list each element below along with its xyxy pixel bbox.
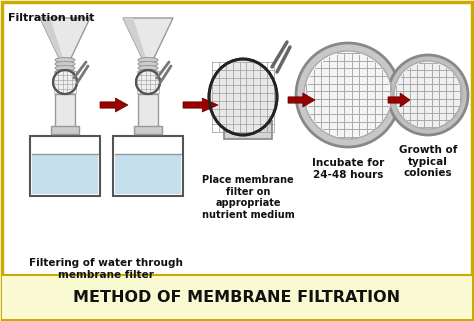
- Bar: [30, 136, 100, 196]
- Polygon shape: [123, 18, 173, 58]
- Polygon shape: [100, 98, 128, 112]
- Ellipse shape: [55, 65, 75, 71]
- Bar: [113, 136, 183, 196]
- Bar: [115, 154, 181, 194]
- Bar: [141, 58, 155, 80]
- Circle shape: [388, 55, 468, 135]
- Polygon shape: [40, 18, 63, 58]
- Bar: [224, 121, 272, 139]
- Polygon shape: [40, 18, 90, 58]
- Text: Incubate for
24-48 hours: Incubate for 24-48 hours: [312, 158, 384, 180]
- Polygon shape: [123, 18, 146, 58]
- Text: Place membrane
filter on
appropriate
nutrient medium: Place membrane filter on appropriate nut…: [201, 175, 294, 220]
- Circle shape: [296, 43, 400, 147]
- Circle shape: [136, 70, 160, 94]
- Text: Filtration unit: Filtration unit: [8, 13, 94, 23]
- Circle shape: [394, 61, 462, 129]
- Ellipse shape: [224, 116, 272, 126]
- Bar: [134, 126, 162, 134]
- Bar: [58, 58, 72, 80]
- Bar: [51, 126, 79, 134]
- Bar: [32, 154, 98, 194]
- Polygon shape: [388, 93, 410, 107]
- Ellipse shape: [209, 59, 277, 135]
- Ellipse shape: [138, 74, 158, 79]
- Ellipse shape: [55, 70, 75, 74]
- Polygon shape: [183, 98, 218, 112]
- Ellipse shape: [138, 70, 158, 74]
- Circle shape: [304, 51, 392, 139]
- Ellipse shape: [138, 57, 158, 63]
- Circle shape: [53, 70, 77, 94]
- Ellipse shape: [55, 57, 75, 63]
- Bar: [55, 94, 75, 134]
- Bar: [2, 275, 472, 319]
- Text: Growth of
typical
colonies: Growth of typical colonies: [399, 145, 457, 178]
- Bar: [138, 94, 158, 134]
- Ellipse shape: [55, 74, 75, 79]
- Polygon shape: [288, 93, 315, 107]
- Ellipse shape: [138, 65, 158, 71]
- Ellipse shape: [138, 62, 158, 66]
- Text: Filtering of water through
membrane filter: Filtering of water through membrane filt…: [29, 258, 183, 280]
- Ellipse shape: [55, 62, 75, 66]
- Text: METHOD OF MEMBRANE FILTRATION: METHOD OF MEMBRANE FILTRATION: [73, 291, 401, 306]
